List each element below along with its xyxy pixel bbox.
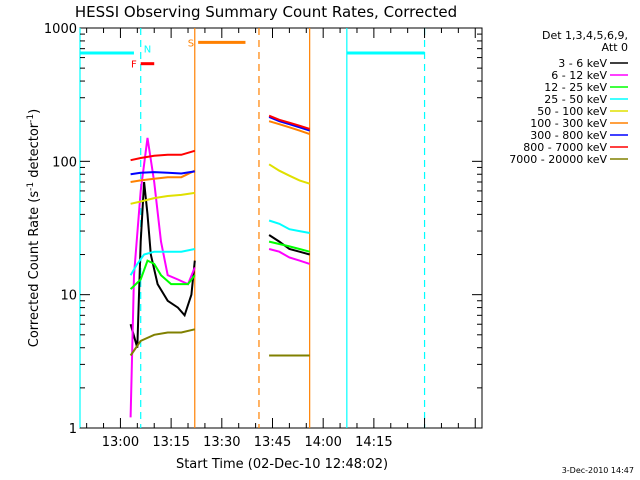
x-tick-label: 13:00 xyxy=(102,435,139,450)
x-tick-label: 14:00 xyxy=(304,435,341,450)
timestamp: 3-Dec-2010 14:47 xyxy=(562,466,634,475)
legend-item-label: 7000 - 20000 keV xyxy=(509,153,607,166)
x-tick-label: 14:15 xyxy=(355,435,392,450)
series-line-4 xyxy=(130,191,195,205)
series-line-8 xyxy=(129,328,196,357)
chart-title: HESSI Observing Summary Count Rates, Cor… xyxy=(75,3,457,21)
legend-item-label: 12 - 25 keV xyxy=(544,81,607,94)
flag-labels: S FN xyxy=(131,38,194,70)
legend-item-label: 3 - 6 keV xyxy=(558,57,607,70)
plot-area: S FN xyxy=(79,27,483,429)
flag-label: N xyxy=(144,45,151,56)
series-line-2 xyxy=(268,240,310,253)
x-tick-label: 13:15 xyxy=(152,435,189,450)
x-axis: 13:00 13:15 13:30 13:45 14:00 14:15 xyxy=(86,28,476,450)
series-line-5 xyxy=(130,169,196,183)
legend-item-label: 300 - 800 keV xyxy=(530,129,607,142)
y-tick-label: 1000 xyxy=(44,22,77,37)
legend-item-label: 800 - 7000 keV xyxy=(523,141,607,154)
series-line-6 xyxy=(130,170,195,176)
y-tick-label: 100 xyxy=(52,155,77,170)
series-lines xyxy=(129,114,311,418)
series-line-2 xyxy=(129,259,196,290)
y-tick-label: 1 xyxy=(69,422,77,437)
marker-label: F xyxy=(131,60,137,71)
legend-item-label: 100 - 300 keV xyxy=(530,117,607,130)
legend-header-line-2: Att 0 xyxy=(602,41,628,54)
series-line-1 xyxy=(129,137,196,418)
legend-header-line-1: Det 1,3,4,5,6,9, xyxy=(542,29,628,42)
series-line-3 xyxy=(268,219,310,234)
series-line-5 xyxy=(268,120,311,136)
legend-item-label: 25 - 50 keV xyxy=(544,93,607,106)
x-axis-label: Start Time (02-Dec-10 12:48:02) xyxy=(176,457,388,472)
marker-bars xyxy=(80,40,425,66)
y-tick-label: 10 xyxy=(60,289,77,304)
series-line-6 xyxy=(268,116,311,132)
y-axis-label: Corrected Count Rate (s-1 detector-1) xyxy=(26,109,42,347)
y-axis: 1 10 100 1000 xyxy=(44,22,482,437)
legend-item-label: 50 - 100 keV xyxy=(537,105,607,118)
series-line-0 xyxy=(268,234,310,256)
series-line-7 xyxy=(268,114,310,130)
x-tick-label: 13:45 xyxy=(254,435,291,450)
instrument-vlines xyxy=(79,28,426,428)
series-line-4 xyxy=(268,163,311,185)
series-line-3 xyxy=(129,248,195,276)
legend-item-label: 6 - 12 keV xyxy=(551,69,607,82)
x-tick-label: 13:30 xyxy=(203,435,240,450)
marker-label: S xyxy=(188,38,194,49)
series-line-1 xyxy=(268,248,311,265)
series-line-7 xyxy=(130,149,196,162)
